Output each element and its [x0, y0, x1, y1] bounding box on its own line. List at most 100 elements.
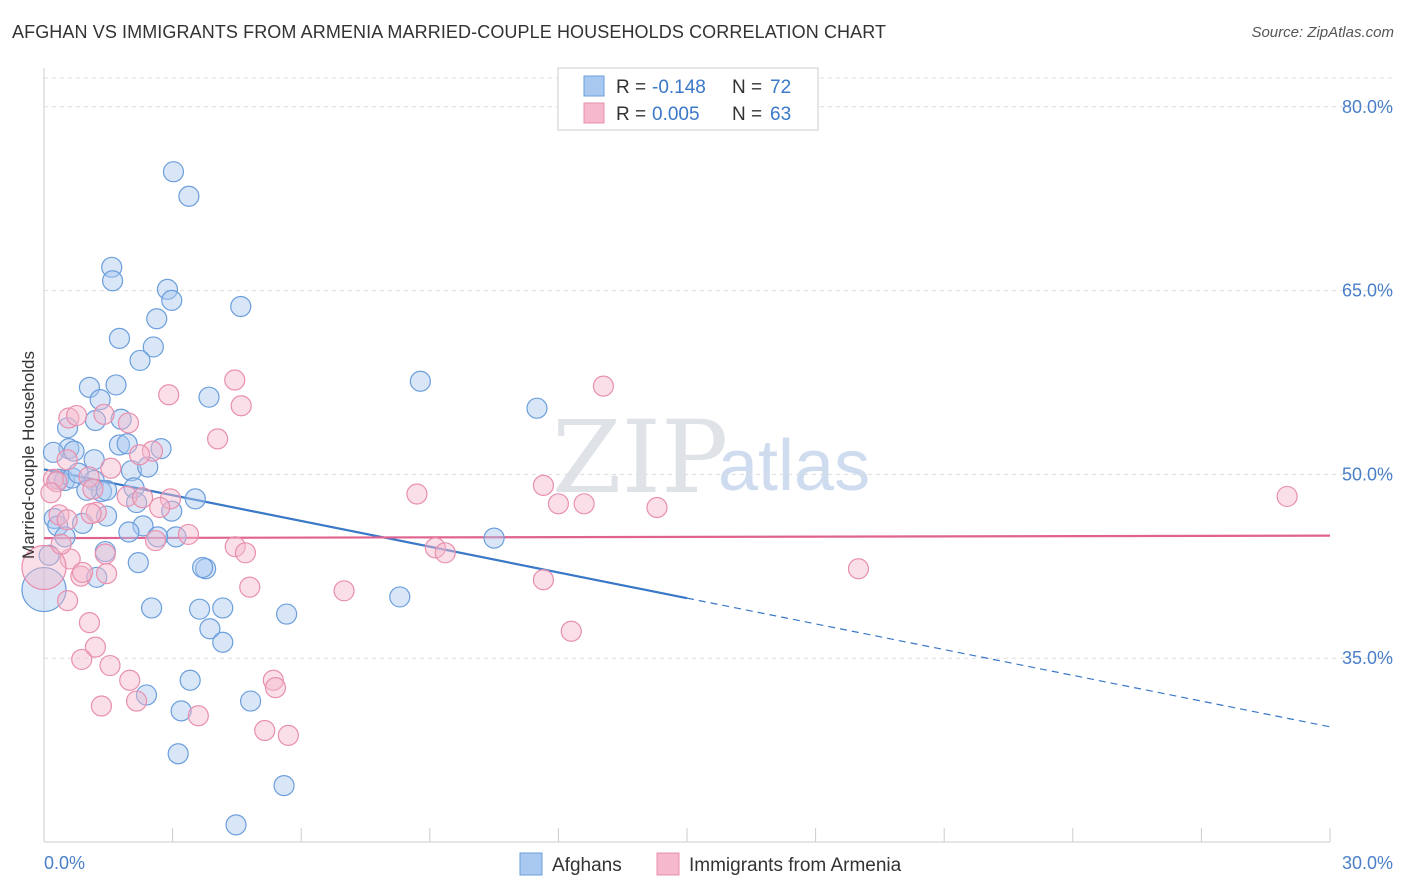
afghans-point-57: [389, 586, 411, 608]
armenia-point-17: [406, 483, 428, 505]
afghans-point-21: [63, 440, 85, 462]
armenia-point-59: [50, 533, 72, 555]
armenia-point-47: [560, 620, 582, 642]
armenia-point-48: [84, 636, 107, 658]
armenia-point-50: [99, 654, 121, 677]
y-tick-label-0: 35.0%: [1342, 648, 1393, 668]
armenia-point-56: [187, 705, 209, 727]
afghans-point-28: [53, 469, 76, 492]
armenia-point-11: [56, 449, 78, 471]
watermark-zip: ZIP: [552, 399, 728, 516]
bottom-legend-armenia: Immigrants from Armenia: [689, 855, 902, 876]
armenia-point-41: [70, 565, 92, 587]
armenia-point-19: [82, 478, 104, 500]
legend-r-label-armenia: R =: [616, 104, 646, 125]
afghans-point-49: [483, 527, 505, 549]
afghans-point-15: [198, 386, 220, 408]
armenia-point-31: [144, 529, 167, 552]
afghans-point-4: [156, 278, 179, 300]
armenia-point-2: [158, 384, 180, 406]
armenia-point-14: [46, 471, 68, 493]
afghans-point-13: [78, 376, 101, 398]
armenia-point-38: [21, 544, 67, 591]
armenia-point-51: [119, 669, 141, 691]
armenia-point-12: [100, 457, 122, 479]
armenia-point-39: [847, 558, 870, 580]
legend-n-label-armenia: N =: [732, 104, 762, 125]
armenia-point-28: [56, 509, 78, 531]
afghans-point-10: [129, 349, 151, 372]
legend-n-value-armenia: 63: [770, 104, 791, 125]
armenia-point-0: [224, 369, 246, 391]
bottom-legend-swatch-afghans: [519, 852, 543, 876]
afghans-point-5: [161, 289, 183, 311]
afghans-point-25: [83, 449, 105, 471]
afghans-trend-line-extension: [686, 597, 1331, 728]
armenia-point-49: [71, 648, 93, 671]
armenia-point-6: [65, 404, 88, 427]
armenia-point-42: [532, 569, 554, 591]
afghans-point-68: [167, 743, 189, 765]
afghans-point-63: [212, 631, 234, 653]
trend-lines: [43, 468, 1331, 728]
afghans-point-53: [38, 544, 60, 566]
armenia-point-10: [128, 444, 151, 466]
afghans-point-70: [225, 814, 247, 836]
afghans-point-12: [105, 374, 127, 396]
armenia-point-53: [264, 676, 287, 699]
armenia-point-22: [159, 488, 182, 510]
armenia-point-9: [141, 440, 164, 462]
armenia-point-16: [532, 474, 554, 497]
afghans-point-59: [189, 598, 211, 620]
armenia-point-40: [95, 563, 118, 585]
afghans-point-64: [179, 669, 201, 691]
armenia-point-44: [333, 580, 355, 602]
bottom-legend-afghans: Afghans: [552, 855, 622, 876]
armenia-point-13: [42, 468, 65, 490]
armenia-point-34: [434, 542, 456, 564]
armenia-point-46: [78, 612, 101, 634]
armenia-point-54: [125, 690, 148, 712]
afghans-point-48: [146, 526, 169, 548]
afghans-point-61: [276, 603, 298, 625]
y-axis-label: Married-couple Households: [19, 351, 38, 559]
armenia-point-35: [234, 542, 257, 564]
armenia-point-57: [254, 719, 276, 742]
x-tick-label-0: 0.0%: [44, 853, 85, 873]
afghans-point-66: [240, 690, 262, 712]
armenia-point-52: [262, 669, 284, 691]
afghans-point-62: [199, 618, 221, 640]
watermark: ZIP atlas: [552, 399, 870, 516]
armenia-point-29: [1276, 485, 1298, 508]
legend-r-value-afghans: -0.148: [652, 77, 706, 98]
afghans-point-46: [118, 521, 140, 543]
armenia-point-23: [547, 493, 570, 515]
armenia-point-8: [207, 428, 229, 450]
armenia-trend-line: [43, 534, 1331, 540]
armenia-point-30: [177, 523, 200, 546]
legend-n-label-afghans: N =: [732, 77, 762, 98]
afghans-point-22: [108, 434, 131, 456]
armenia-point-5: [58, 407, 80, 429]
armenia-point-21: [131, 487, 154, 509]
legend-swatch-afghans: [583, 75, 605, 97]
x-tick-labels: 0.0% 30.0%: [44, 853, 1393, 873]
y-tick-labels: 35.0% 50.0% 65.0% 80.0%: [1342, 97, 1393, 668]
armenia-point-33: [424, 537, 446, 559]
afghans-point-45: [132, 515, 154, 537]
grid-lines: [44, 77, 1392, 659]
armenia-point-62: [80, 502, 102, 525]
bottom-legend: Afghans Immigrants from Armenia: [519, 852, 902, 876]
chart-source: Source: ZipAtlas.com: [1251, 24, 1394, 41]
watermark-atlas: atlas: [718, 426, 870, 506]
armenia-point-45: [56, 589, 79, 612]
legend-r-label-afghans: R =: [616, 77, 646, 98]
legend-r-value-armenia: 0.005: [652, 104, 700, 125]
afghans-point-24: [150, 438, 172, 460]
series-armenia: [21, 369, 1298, 746]
y-tick-label-1: 50.0%: [1342, 464, 1393, 484]
armenia-point-61: [149, 496, 171, 519]
afghans-point-8: [108, 327, 131, 349]
afghans-point-16: [526, 397, 548, 419]
